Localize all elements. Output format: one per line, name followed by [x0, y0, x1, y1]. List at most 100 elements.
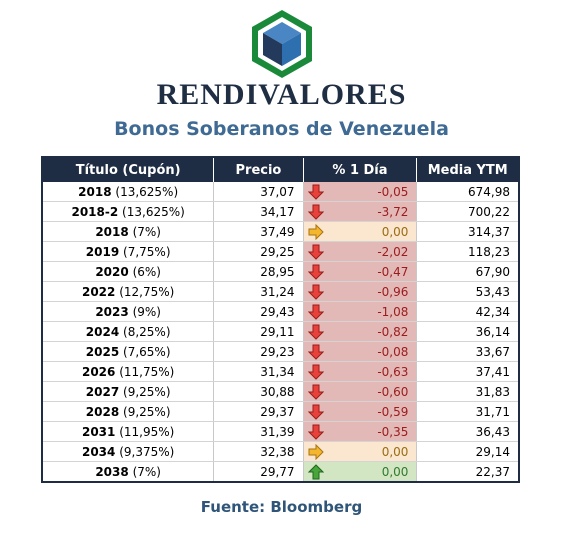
- bond-change-cell: 0,00: [302, 441, 417, 462]
- bond-coupon: (7%): [132, 464, 161, 479]
- bond-price: 31,24: [213, 281, 304, 302]
- bond-ytm: 22,37: [416, 461, 519, 483]
- table-row: 2018 (13,625%) 37,07 -0,05 674,98: [42, 182, 519, 202]
- bond-change-value: -3,72: [377, 204, 409, 219]
- arrow-right-icon: [308, 223, 324, 240]
- table-row: 2028 (9,25%) 29,37 -0,59 31,71: [42, 401, 519, 422]
- column-header-change: % 1 Día: [302, 157, 417, 182]
- bond-change-cell: -0,08: [302, 341, 417, 362]
- column-header-price: Precio: [213, 157, 304, 182]
- table-row: 2020 (6%) 28,95 -0,47 67,90: [42, 261, 519, 282]
- bond-change-cell: -0,05: [302, 182, 417, 202]
- bond-change-cell: -0,60: [302, 381, 417, 402]
- arrow-down-icon: [307, 284, 324, 300]
- bond-change-value: -2,02: [377, 244, 409, 259]
- bond-title: 2031 (11,95%): [42, 421, 214, 442]
- bond-title: 2020 (6%): [42, 261, 214, 282]
- bond-coupon: (9,25%): [123, 404, 171, 419]
- bond-change-cell: 0,00: [302, 221, 417, 242]
- arrow-down-icon: [307, 244, 324, 260]
- bond-price: 29,25: [213, 241, 304, 262]
- change-highlight: -0,82: [303, 322, 417, 341]
- change-highlight: -0,96: [303, 282, 417, 301]
- bond-change-cell: -3,72: [302, 201, 417, 222]
- bond-price: 29,43: [213, 301, 304, 322]
- bond-change-cell: 0,00: [302, 461, 417, 483]
- bond-ytm: 31,83: [416, 381, 519, 402]
- table-row: 2022 (12,75%) 31,24 -0,96 53,43: [42, 281, 519, 302]
- table-row: 2034 (9,375%) 32,38 0,00 29,14: [42, 441, 519, 462]
- bond-ytm: 36,43: [416, 421, 519, 442]
- bond-title: 2034 (9,375%): [42, 441, 214, 462]
- bond-price: 31,34: [213, 361, 304, 382]
- bond-change-value: -0,05: [377, 184, 409, 199]
- bond-coupon: (12,75%): [119, 284, 175, 299]
- table-header-row: Título (Cupón) Precio % 1 Día Media YTM: [42, 157, 519, 182]
- bond-coupon: (11,95%): [119, 424, 175, 439]
- bond-year: 2024: [85, 324, 120, 339]
- bond-change-cell: -0,35: [302, 421, 417, 442]
- bond-price: 30,88: [213, 381, 304, 402]
- bond-ytm: 31,71: [416, 401, 519, 422]
- table-row: 2019 (7,75%) 29,25 -2,02 118,23: [42, 241, 519, 262]
- table-row: 2031 (11,95%) 31,39 -0,35 36,43: [42, 421, 519, 442]
- cube-logo-icon: [251, 10, 312, 78]
- change-highlight: 0,00: [303, 442, 417, 461]
- change-highlight: -2,02: [303, 242, 417, 261]
- arrow-down-icon: [307, 184, 324, 200]
- arrow-down-icon: [307, 384, 324, 400]
- bond-title: 2019 (7,75%): [42, 241, 214, 262]
- bond-change-value: -0,59: [377, 404, 409, 419]
- table-row: 2025 (7,65%) 29,23 -0,08 33,67: [42, 341, 519, 362]
- bond-price: 29,37: [213, 401, 304, 422]
- bond-year: 2022: [81, 284, 116, 299]
- brand-name: RENDIVALORES: [156, 78, 407, 111]
- bond-coupon: (11,75%): [119, 364, 175, 379]
- bond-title: 2023 (9%): [42, 301, 214, 322]
- arrow-up-icon: [307, 463, 324, 480]
- bond-change-cell: -0,59: [302, 401, 417, 422]
- bond-coupon: (7,75%): [123, 244, 171, 259]
- arrow-down-icon: [307, 324, 324, 340]
- bond-year: 2018: [78, 184, 112, 199]
- change-highlight: -0,60: [303, 382, 417, 401]
- bond-year: 2034: [81, 444, 116, 459]
- bond-ytm: 42,34: [416, 301, 519, 322]
- table-row: 2026 (11,75%) 31,34 -0,63 37,41: [42, 361, 519, 382]
- bond-coupon: (9,25%): [123, 384, 171, 399]
- bond-ytm: 29,14: [416, 441, 519, 462]
- bond-coupon: (8,25%): [123, 324, 171, 339]
- bond-change-value: 0,00: [381, 224, 409, 239]
- logo: [0, 8, 563, 86]
- bond-price: 29,77: [213, 461, 304, 483]
- change-highlight: 0,00: [303, 462, 417, 481]
- bond-price: 29,23: [213, 341, 304, 362]
- bond-change-cell: -0,96: [302, 281, 417, 302]
- bond-ytm: 53,43: [416, 281, 519, 302]
- bond-change-value: -0,35: [377, 424, 409, 439]
- bond-coupon: (13,625%): [115, 184, 179, 199]
- bond-ytm: 314,37: [416, 221, 519, 242]
- change-highlight: -1,08: [303, 302, 417, 321]
- bond-coupon: (7%): [132, 224, 161, 239]
- bond-year: 2018: [95, 224, 129, 239]
- bond-title: 2026 (11,75%): [42, 361, 214, 382]
- bond-title: 2018-2 (13,625%): [42, 201, 214, 222]
- bond-change-value: -0,63: [377, 364, 409, 379]
- bond-change-cell: -0,63: [302, 361, 417, 382]
- change-highlight: -0,47: [303, 262, 417, 281]
- arrow-down-icon: [307, 424, 324, 440]
- table-row: 2023 (9%) 29,43 -1,08 42,34: [42, 301, 519, 322]
- bond-year: 2038: [95, 464, 129, 479]
- arrow-down-icon: [307, 204, 324, 220]
- bond-change-value: -0,08: [377, 344, 409, 359]
- change-highlight: -0,63: [303, 362, 417, 381]
- bond-price: 32,38: [213, 441, 304, 462]
- bond-price: 31,39: [213, 421, 304, 442]
- bond-change-cell: -2,02: [302, 241, 417, 262]
- bond-price: 37,49: [213, 221, 304, 242]
- bond-ytm: 118,23: [416, 241, 519, 262]
- bond-coupon: (9,375%): [119, 444, 175, 459]
- bond-title: 2024 (8,25%): [42, 321, 214, 342]
- arrow-down-icon: [307, 264, 324, 280]
